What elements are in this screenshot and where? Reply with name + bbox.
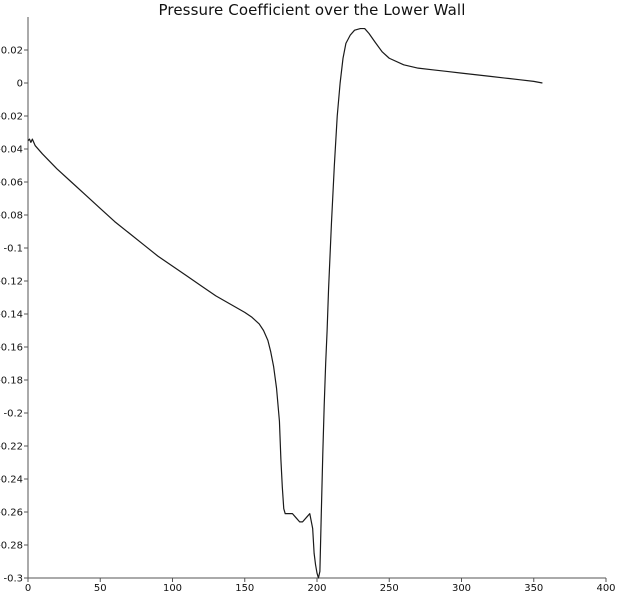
series-group xyxy=(27,27,543,579)
y-tick-label: -0.04 xyxy=(0,145,23,156)
y-tick-label: 0 xyxy=(17,79,23,90)
x-tick-label: 250 xyxy=(380,583,399,594)
y-tick-label: -0.18 xyxy=(0,376,23,387)
x-tick-label: 100 xyxy=(163,583,182,594)
y-tick-label: -0.12 xyxy=(0,277,23,288)
y-tick-label: -0.1 xyxy=(3,244,23,255)
series-line xyxy=(27,27,543,579)
y-tick-label: -0.06 xyxy=(0,178,23,189)
y-tick-label: -0.24 xyxy=(0,475,23,486)
y-tick-label: -0.16 xyxy=(0,343,23,354)
y-tick-label: -0.22 xyxy=(0,442,23,453)
y-tick-label: 0.02 xyxy=(1,46,23,57)
y-tick-label: -0.3 xyxy=(3,574,23,585)
axes xyxy=(27,17,606,579)
x-tick-label: 150 xyxy=(235,583,254,594)
y-tick-label: -0.14 xyxy=(0,310,23,321)
x-tick-label: 0 xyxy=(25,583,31,594)
chart-title: Pressure Coefficient over the Lower Wall xyxy=(158,1,466,19)
x-tick-label: 350 xyxy=(524,583,543,594)
x-tick-label: 50 xyxy=(94,583,107,594)
x-tick-label: 400 xyxy=(596,583,615,594)
y-tick-label: -0.08 xyxy=(0,211,23,222)
y-tick-label: -0.02 xyxy=(0,112,23,123)
y-tick-label: -0.26 xyxy=(0,508,23,519)
y-tick-label: -0.28 xyxy=(0,541,23,552)
x-tick-label: 200 xyxy=(307,583,326,594)
x-tick-label: 300 xyxy=(452,583,471,594)
ticks: 0.02 0 -0.02 -0.04 -0.06 -0.08 -0.1 -0.12 -0.14 -… xyxy=(0,46,616,595)
y-tick-label: -0.2 xyxy=(3,409,23,420)
